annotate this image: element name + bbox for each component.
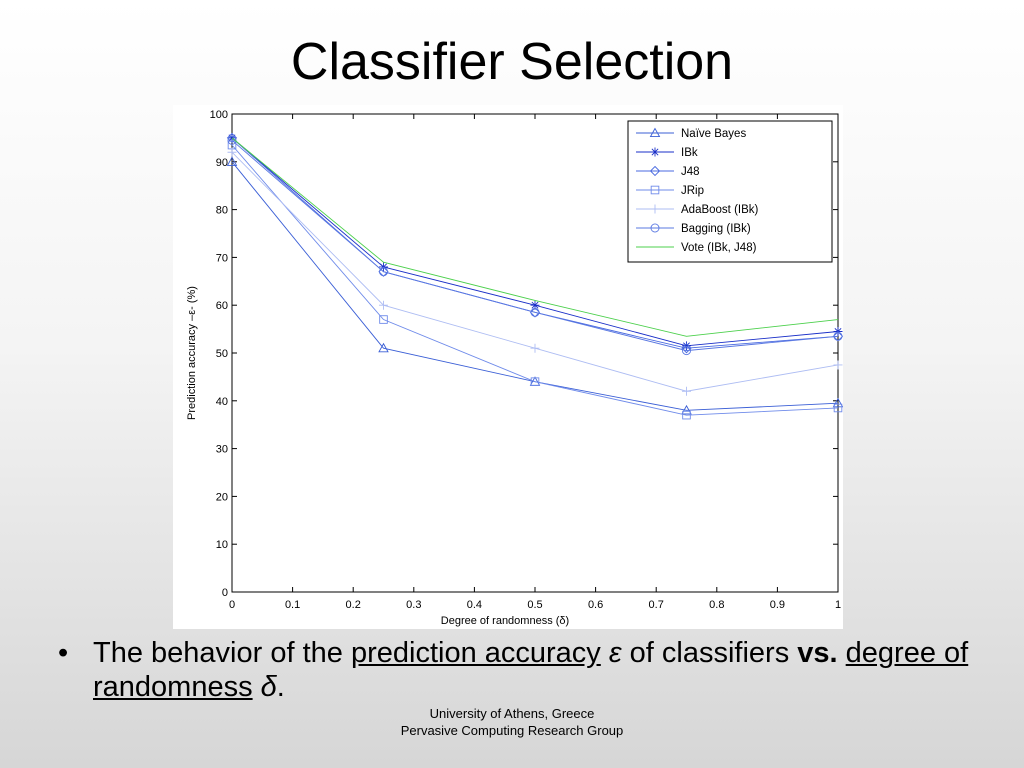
x-tick-label: 0 bbox=[229, 599, 235, 611]
x-tick-label: 1 bbox=[835, 599, 841, 611]
prediction-accuracy-term: prediction accuracy bbox=[350, 637, 601, 669]
x-tick-label: 0.9 bbox=[770, 599, 785, 611]
chart-series bbox=[226, 132, 843, 420]
legend-label: IBk bbox=[681, 147, 698, 159]
data-point bbox=[378, 342, 389, 353]
data-point bbox=[833, 360, 843, 370]
y-tick-label: 40 bbox=[216, 396, 228, 408]
epsilon-symbol: ε bbox=[608, 637, 622, 669]
y-tick-label: 80 bbox=[216, 205, 228, 217]
x-axis-title: Degree of randomness (δ) bbox=[441, 615, 569, 627]
data-point bbox=[682, 386, 691, 396]
series-6 bbox=[231, 137, 839, 337]
chart-axes: 0 0.1 0.2 0.3 0.4 0.5 0.6 0.7 0.8 0.9 101020304050… bbox=[186, 109, 841, 627]
line-chart: 0 0.1 0.2 0.3 0.4 0.5 0.6 0.7 0.8 0.9 1 0 10 20 30 40 50… bbox=[173, 105, 843, 629]
data-point bbox=[833, 331, 843, 341]
series-line bbox=[231, 137, 839, 337]
data-point bbox=[226, 156, 238, 166]
y-tick-label: 30 bbox=[216, 444, 228, 456]
x-tick-label: 0.8 bbox=[709, 599, 724, 611]
series-line bbox=[231, 139, 839, 352]
legend-marker bbox=[650, 204, 660, 214]
legend-label: Vote (IBk, J48) bbox=[681, 242, 757, 254]
data-point bbox=[530, 300, 540, 310]
data-point bbox=[530, 377, 540, 386]
y-tick-label: 100 bbox=[210, 109, 228, 121]
x-tick-label: 0.1 bbox=[285, 599, 300, 611]
vs-term: vs. bbox=[797, 637, 838, 669]
data-point bbox=[379, 315, 388, 324]
legend-label: JRip bbox=[681, 185, 704, 197]
delta-symbol: δ bbox=[260, 671, 277, 703]
data-point bbox=[681, 343, 692, 354]
data-point bbox=[832, 331, 843, 342]
legend-box bbox=[627, 120, 833, 263]
legend-marker bbox=[650, 223, 660, 233]
bullet-text-part: of classifiers bbox=[621, 637, 798, 669]
data-point bbox=[681, 404, 692, 415]
y-tick-label: 70 bbox=[216, 252, 228, 264]
data-point bbox=[682, 346, 692, 356]
chart-canvas: 0 0.1 0.2 0.3 0.4 0.5 0.6 0.7 0.8 0.9 101020304050… bbox=[186, 109, 843, 627]
footer-group: Pervasive Computing Research Group bbox=[400, 723, 624, 738]
y-tick-label: 60 bbox=[216, 300, 228, 312]
data-point bbox=[227, 147, 237, 157]
x-tick-label: 0.2 bbox=[346, 599, 361, 611]
legend-label: Bagging (IBk) bbox=[681, 223, 751, 235]
bullet-text: The behavior of the prediction accuracy … bbox=[93, 636, 993, 704]
bullet-text-part bbox=[253, 671, 261, 703]
legend-marker bbox=[650, 147, 660, 157]
data-point bbox=[378, 267, 388, 277]
data-point bbox=[227, 133, 237, 143]
legend-marker bbox=[649, 127, 661, 138]
slide-title: Classifier Selection bbox=[290, 33, 734, 91]
chart-legend: Naïve Bayes IBk J48 JRip AdaBoost (IBk) Baggi… bbox=[627, 120, 833, 263]
bullet-text-part: The behavior of the bbox=[93, 637, 351, 669]
legend-marker bbox=[649, 165, 661, 177]
data-point bbox=[379, 300, 388, 310]
legend-marker bbox=[650, 185, 660, 195]
data-point bbox=[682, 410, 691, 420]
data-point bbox=[833, 403, 843, 413]
data-point bbox=[226, 132, 238, 144]
data-point bbox=[530, 343, 540, 353]
y-axis-title: Prediction accuracy –ε- (%) bbox=[186, 286, 198, 420]
y-tick-label: 90 bbox=[216, 157, 228, 169]
legend-label: AdaBoost (IBk) bbox=[681, 204, 759, 216]
x-tick-label: 0.6 bbox=[588, 599, 603, 611]
series-line bbox=[231, 144, 839, 416]
bullet-dot: • bbox=[58, 637, 69, 669]
degree-of-randomness-term: degree of randomness bbox=[93, 637, 969, 703]
x-tick-label: 0.3 bbox=[406, 599, 421, 611]
bullet-text-part bbox=[838, 637, 846, 669]
data-point bbox=[530, 307, 540, 317]
legend-label: Naïve Bayes bbox=[681, 128, 746, 140]
series-5 bbox=[227, 135, 843, 356]
x-tick-label: 0.7 bbox=[649, 599, 664, 611]
x-tick-label: 0.5 bbox=[527, 599, 542, 611]
series-4 bbox=[227, 147, 843, 396]
legend-label: J48 bbox=[681, 166, 700, 178]
y-tick-label: 50 bbox=[216, 348, 228, 360]
data-point bbox=[227, 135, 237, 145]
x-tick-label: 0.4 bbox=[467, 599, 482, 611]
data-point bbox=[682, 341, 691, 351]
y-tick-label: 0 bbox=[222, 587, 228, 599]
bullet-text-part: . bbox=[276, 671, 285, 703]
y-tick-label: 10 bbox=[216, 539, 228, 551]
data-point bbox=[832, 397, 843, 408]
y-tick-label: 20 bbox=[216, 491, 228, 503]
footer-university: University of Athens, Greece bbox=[429, 706, 595, 721]
bullet-text-part bbox=[601, 637, 609, 669]
